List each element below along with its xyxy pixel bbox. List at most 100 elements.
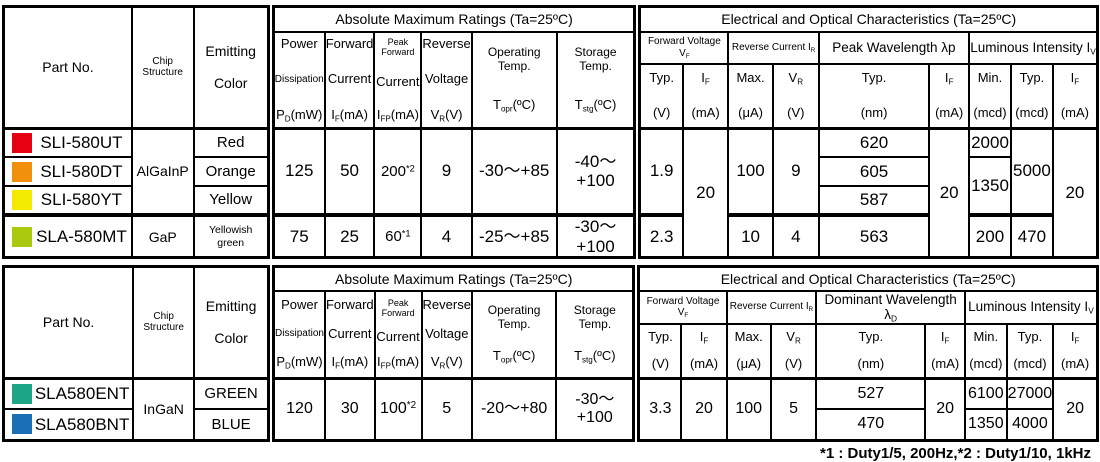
group-header-luminous-intensity: Luminous Intensity IV [968,30,1099,66]
subheader-wl-typ: Typ. (nm) [817,63,931,129]
col-header-part-no: Part No. [2,265,135,380]
if-value: 30 [323,376,376,442]
part-number: SLI-580DT [40,161,123,181]
topr-value: -20〜+80 [470,376,558,442]
color-swatch [12,132,32,153]
li-typ-value: 4000 [1005,408,1055,442]
col-header-forward-current: Forward Current IF(mA) [323,289,376,380]
wavelength-value: 527 [815,376,927,411]
subheader-ir-max: Max. (μA) [725,322,772,380]
pd-value: 75 [266,213,326,259]
col-header-emitting-color: Emitting Color [193,265,273,380]
table-row: SLI-580UT AlGaInP Red 125 50 200*2 9 -30… [2,126,1099,259]
emitting-label: Emitting [205,43,256,60]
vf-typ-value: 2.3 [633,213,684,259]
led-spec-table-bottom: Part No. Chip Structure Emitting Color Ab… [2,265,1099,442]
subheader-ir-vr: VR (V) [771,63,820,129]
emitting-color-value: Red [192,126,272,158]
li-min-value: 1350 [963,408,1008,442]
duty-cycle-footnote: *1 : Duty1/5, 200Hz,*2 : Duty1/10, 1kHz [820,444,1091,462]
li-min-value: 2000 [968,126,1012,158]
subheader-wl-if: IF (mA) [924,322,966,380]
subheader-li-if: IF (mA) [1051,63,1099,129]
table-row: SLA580ENT InGaN GREEN 120 30 100*2 5 -20… [2,376,1099,442]
group-header-peak-wavelength: Peak Wavelength λp [817,30,971,66]
chip-structure-value: GaP [130,213,195,259]
part-number-cell: SLA-580MT [2,213,133,259]
color-label: Color [213,75,248,92]
wl-if-value: 20 [924,376,966,442]
part-number: SLA-580MT [36,226,127,246]
li-if-value: 20 [1051,126,1099,259]
emitting-color-value: Orange [192,156,272,187]
subheader-li-min: Min. (mcd) [963,322,1008,380]
color-swatch [12,161,32,182]
color-label: Color [214,330,248,347]
led-spec-table-top: Part No. Chip Structure Emitting Color Ab… [2,5,1099,260]
li-typ-value: 5000 [1009,126,1054,216]
col-header-reverse-voltage: Reverse Voltage VR(V) [420,289,473,380]
table-row: SLA-580MT GaP Yellowish green 75 25 60*1… [2,213,1098,259]
part-number: SLA580ENT [34,384,130,404]
group-header-luminous-intensity: Luminous Intensity IV [963,289,1099,325]
ifp-value: 60*1 [373,213,423,259]
part-number-cell: SLI-580UT [2,126,133,158]
part-number-cell: SLA580BNT [2,408,135,442]
wavelength-value: 605 [817,156,931,187]
vr-value: 4 [420,213,473,259]
ifp-value: 200*2 [373,126,423,216]
topr-value: -30〜+85 [470,126,558,216]
ir-vr-value: 4 [771,213,820,259]
col-header-storage-temp: Storage Temp. Tstg(ºC) [555,289,638,380]
section-title-absolute-maximum-ratings: Absolute Maximum Ratings (Ta=25ºC) [267,265,638,292]
li-min-value: 6100 [963,376,1008,411]
col-header-chip-structure: Chip Structure [132,265,196,380]
if-value: 50 [323,126,376,216]
ir-max-value: 10 [727,213,774,259]
ir-vr-value: 9 [771,126,820,216]
wl-if-value: 20 [928,126,971,259]
pd-value: 120 [267,376,326,442]
topr-value: -25〜+85 [470,213,558,259]
emitting-color-value: Yellowish green [192,213,272,259]
subheader-li-typ: Typ. (mcd) [1005,322,1055,380]
color-swatch [12,383,32,404]
part-number-cell: SLA580ENT [2,376,135,411]
group-header-dominant-wavelength: Dominant Wavelength λD [815,289,966,325]
ifp-value: 100*2 [373,376,423,442]
subheader-vf-typ: Typ. (V) [632,322,683,380]
table-row: SLI-580DT Orange 605 1350 [2,156,1098,216]
li-min-value: 200 [968,213,1012,259]
vf-if-value: 20 [681,126,730,259]
col-header-reverse-voltage: Reverse Voltage VR(V) [420,30,473,129]
emitting-color-value: Yellow [192,185,272,216]
part-number-cell: SLI-580YT [2,185,133,216]
col-header-power-dissipation: Power Dissipation PD(mW) [266,30,326,129]
ir-max-value: 100 [725,376,772,442]
ir-max-value: 100 [727,126,774,216]
group-header-forward-voltage: Forward Voltage VF [632,289,728,325]
li-typ-value: 27000 [1005,376,1055,411]
tstg-value: -30〜+100 [555,376,638,442]
tstg-value: -30〜+100 [555,213,639,259]
vr-value: 5 [420,376,473,442]
part-number: SLA580BNT [34,414,130,434]
vf-if-value: 20 [680,376,728,442]
subheader-li-typ: Typ. (mcd) [1009,63,1054,129]
emitting-label: Emitting [205,298,257,315]
col-header-storage-temp: Storage Temp. Tstg(ºC) [555,30,639,129]
li-min-value: 1350 [968,156,1012,216]
col-header-power-dissipation: Power Dissipation PD(mW) [267,289,326,380]
color-swatch [12,226,32,247]
subheader-li-if: IF (mA) [1052,322,1099,380]
subheader-vf-if: IF (mA) [681,63,730,129]
col-header-forward-current: Forward Current IF(mA) [323,30,376,129]
chip-structure-value: AlGaInP [130,126,195,216]
col-header-emitting-color: Emitting Color [192,5,272,129]
group-header-reverse-current: Reverse Current IR [727,30,820,66]
col-header-operating-temp: Operating Temp. Topr(ºC) [470,289,558,380]
pd-value: 125 [266,126,326,216]
section-title-electrical-optical: Electrical and Optical Characteristics (… [633,5,1099,33]
group-header-forward-voltage: Forward Voltage VF [633,30,730,66]
part-number-cell: SLI-580DT [2,156,133,187]
